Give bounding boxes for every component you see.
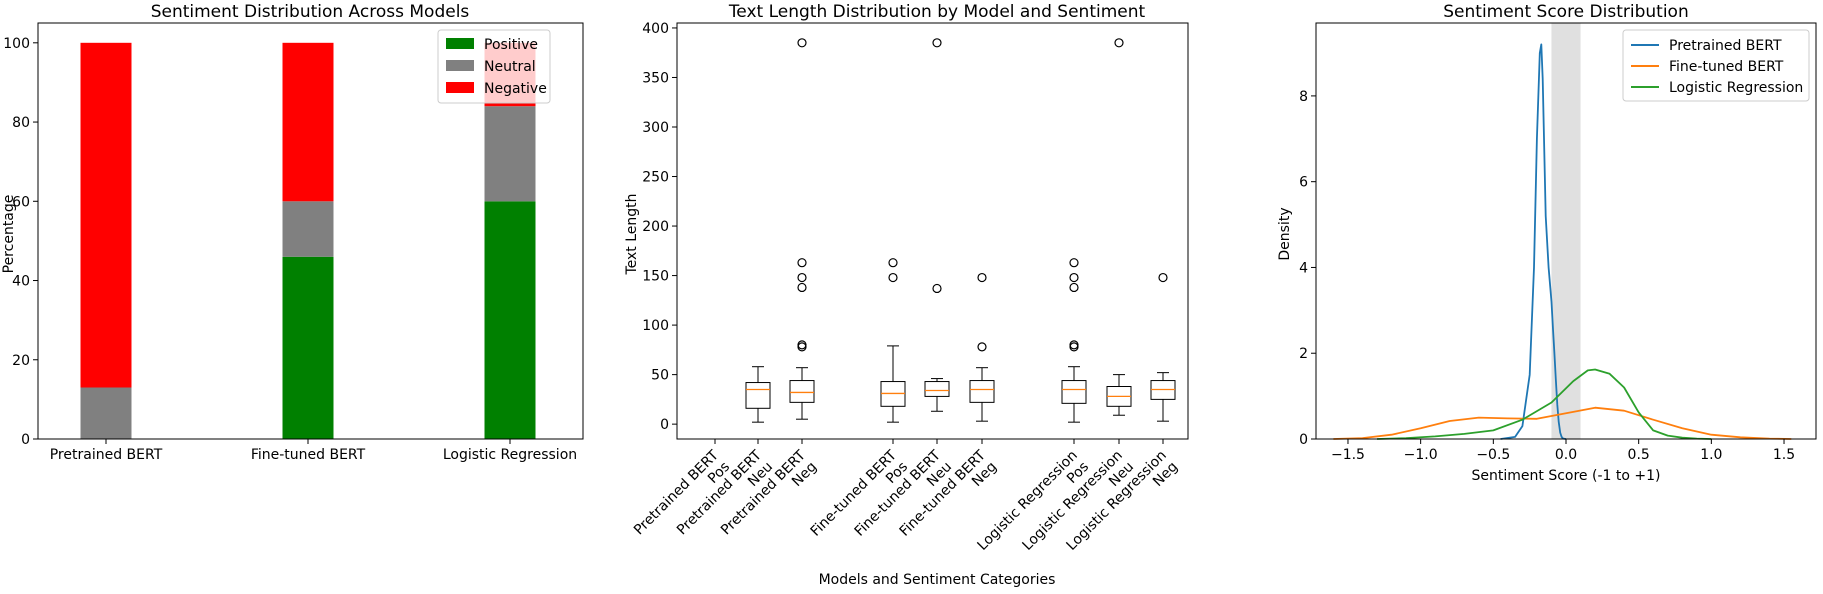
x-tick-label: 0.0 [1555, 447, 1577, 463]
chart1-ylabel: Percentage [1, 195, 17, 274]
x-tick-label: 1.0 [1700, 447, 1722, 463]
legend-swatch-positive [446, 38, 474, 49]
chart3-ylabel: Density [1277, 207, 1293, 260]
series-line-logistic-regression [1376, 368, 1712, 440]
outlier-point [797, 258, 807, 268]
chart-sentiment-score: Sentiment Score Distribution Density Sen… [1277, 2, 1817, 484]
series-line-fine-tuned-bert [1333, 406, 1792, 440]
outlier-point [797, 38, 807, 48]
outlier-point [1069, 340, 1079, 350]
bar-positive-2 [484, 201, 536, 439]
bar-negative-0 [80, 42, 132, 388]
axes-frame [1315, 22, 1817, 440]
bar-neutral-2 [484, 106, 536, 202]
legend-label-positive: Positive [484, 37, 538, 53]
legend-box [1622, 29, 1810, 102]
outlier-point [797, 272, 807, 283]
y-tick-label: 350 [642, 70, 669, 86]
axes-frame [676, 22, 1189, 440]
chart1-plot-area: Pretrained BERT Fine-tuned BERT Logistic R… [3, 22, 584, 463]
box [789, 380, 815, 403]
y-tick-label: 40 [12, 274, 30, 290]
y-tick-label: 100 [642, 318, 669, 334]
x-tick-label: 1.5 [1773, 447, 1795, 463]
chart2-title: Text Length Distribution by Model and Se… [728, 2, 1146, 22]
neutral-band [1551, 23, 1581, 439]
box [924, 381, 950, 397]
y-tick-label: 2 [1299, 346, 1308, 362]
outlier-point [797, 340, 807, 350]
y-tick-label: 0 [660, 417, 669, 433]
outlier-point [1158, 272, 1168, 283]
x-tick-label: Fine-tuned BERT [251, 447, 366, 463]
outlier-point [932, 283, 942, 294]
bar-negative-1 [282, 42, 334, 202]
y-tick-label: 80 [12, 115, 30, 131]
chart-text-length: Text Length Distribution by Model and Se… [624, 2, 1189, 588]
y-tick-label: 200 [642, 219, 669, 235]
legend-swatch-negative [446, 82, 474, 93]
chart3-xlabel: Sentiment Score (-1 to +1) [1472, 468, 1661, 484]
box [969, 380, 995, 403]
y-tick-label: 8 [1299, 89, 1308, 105]
legend-label: Fine-tuned BERT [1669, 59, 1784, 75]
chart1-title: Sentiment Distribution Across Models [151, 2, 470, 22]
outlier-point [1069, 282, 1079, 293]
y-tick-label: 20 [12, 353, 30, 369]
bar-positive-1 [282, 256, 334, 439]
bar-neutral-1 [282, 201, 334, 257]
chart2-xlabel: Models and Sentiment Categories [819, 572, 1056, 588]
outlier-point [797, 282, 807, 293]
x-tick-label: −1.5 [1331, 447, 1365, 463]
axes-frame [37, 22, 584, 440]
box [745, 382, 771, 409]
x-tick-label: 0.5 [1628, 447, 1650, 463]
legend-label: Pretrained BERT [1669, 38, 1782, 54]
outlier-point [932, 38, 942, 48]
chart2-ylabel: Text Length [624, 193, 640, 275]
y-tick-label: 400 [642, 21, 669, 37]
y-tick-label: 50 [651, 368, 669, 384]
chart3-plot-area: −1.5 −1.0 −0.5 0.0 0.5 1.0 1.5 0 2 4 6 8 Pretrained … [1299, 22, 1817, 463]
bar-neutral-0 [80, 387, 132, 439]
x-tick-label: −0.5 [1476, 447, 1510, 463]
box [1061, 380, 1087, 404]
y-tick-label: 60 [12, 194, 30, 210]
x-tick-label: −1.0 [1404, 447, 1438, 463]
outlier-point [1069, 272, 1079, 283]
x-tick-label: Pretrained BERT [50, 447, 163, 463]
y-tick-label: 250 [642, 170, 669, 186]
series-line-pretrained-bert [1500, 43, 1567, 440]
legend-label-neutral: Neutral [484, 59, 536, 75]
y-tick-label: 0 [21, 432, 30, 448]
legend-swatch-neutral [446, 60, 474, 71]
y-tick-label: 6 [1299, 175, 1308, 191]
y-tick-label: 4 [1299, 260, 1308, 276]
legend-label-negative: Negative [484, 81, 547, 97]
y-tick-label: 100 [3, 36, 30, 52]
x-tick-label: Pretrained BERTNeg [718, 447, 820, 549]
legend-label: Logistic Regression [1669, 80, 1803, 96]
y-tick-label: 150 [642, 269, 669, 285]
outlier-point [1114, 38, 1124, 48]
chart-sentiment-distribution: Sentiment Distribution Across Models Per… [1, 2, 584, 463]
chart3-title: Sentiment Score Distribution [1443, 2, 1688, 22]
outlier-point [1069, 258, 1079, 268]
outlier-point [977, 342, 987, 352]
outlier-point [977, 272, 987, 283]
y-tick-label: 300 [642, 120, 669, 136]
y-tick-label: 0 [1299, 432, 1308, 448]
outlier-point [888, 272, 898, 283]
x-tick-label: Logistic Regression [443, 447, 577, 463]
outlier-point [888, 258, 898, 268]
